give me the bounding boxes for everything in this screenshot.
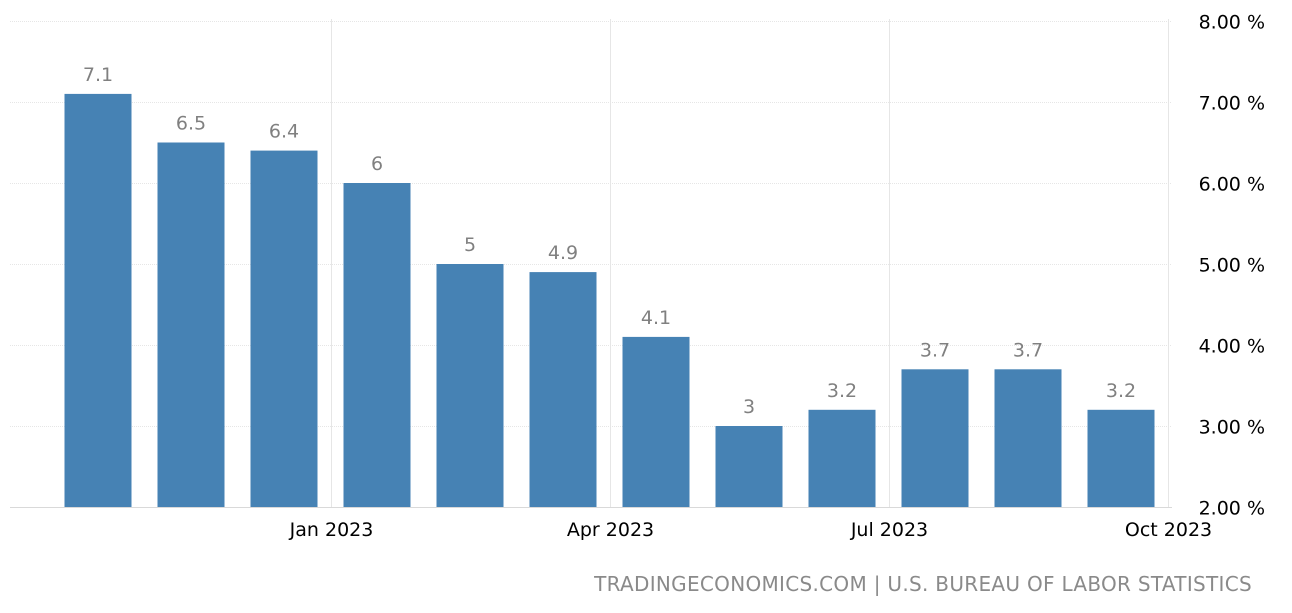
data-labels: 7.1 6.5 6.4 6 5 4.9 4.1 3 3.2 3.7 3.7 3.2: [83, 64, 1136, 418]
x-tick-label: Oct 2023: [1125, 519, 1212, 541]
bar: [715, 426, 783, 507]
data-label: 6: [371, 153, 383, 175]
x-tick-label: Apr 2023: [567, 519, 654, 541]
bar: [64, 93, 132, 508]
y-tick-label: 7.00 %: [1199, 93, 1265, 115]
data-label: 6.5: [176, 113, 206, 135]
data-label: 6.4: [269, 121, 299, 143]
y-tick-label: 6.00 %: [1199, 174, 1265, 196]
data-label: 3.2: [1106, 380, 1136, 402]
x-tick-label: Jul 2023: [850, 519, 928, 541]
data-label: 3: [743, 396, 755, 418]
bars: [64, 93, 1155, 508]
x-tick-label: Jan 2023: [289, 519, 374, 541]
bar: [157, 142, 225, 507]
bar: [529, 272, 597, 507]
data-label: 7.1: [83, 64, 113, 86]
data-label: 4.9: [548, 242, 578, 264]
source-credit: TRADINGECONOMICS.COM | U.S. BUREAU OF LA…: [594, 572, 1252, 596]
bar: [343, 183, 411, 507]
x-axis: Jan 2023 Apr 2023 Jul 2023 Oct 2023: [10, 507, 1212, 541]
bar: [901, 369, 969, 507]
y-tick-label: 8.00 %: [1199, 12, 1265, 34]
bar: [994, 369, 1062, 507]
bar: [250, 150, 318, 507]
data-label: 3.7: [1013, 339, 1043, 361]
y-axis: 2.00 % 3.00 % 4.00 % 5.00 % 6.00 % 7.00 % 8.00…: [1199, 12, 1265, 520]
bar: [436, 264, 504, 507]
data-label: 5: [464, 234, 476, 256]
bar: [1087, 409, 1155, 507]
data-label: 3.7: [920, 339, 950, 361]
data-label: 3.2: [827, 380, 857, 402]
y-tick-label: 3.00 %: [1199, 417, 1265, 439]
y-tick-label: 4.00 %: [1199, 336, 1265, 358]
y-tick-label: 2.00 %: [1199, 498, 1265, 520]
y-tick-label: 5.00 %: [1199, 255, 1265, 277]
data-label: 4.1: [641, 307, 671, 329]
bar: [622, 336, 690, 507]
bar: [808, 409, 876, 507]
